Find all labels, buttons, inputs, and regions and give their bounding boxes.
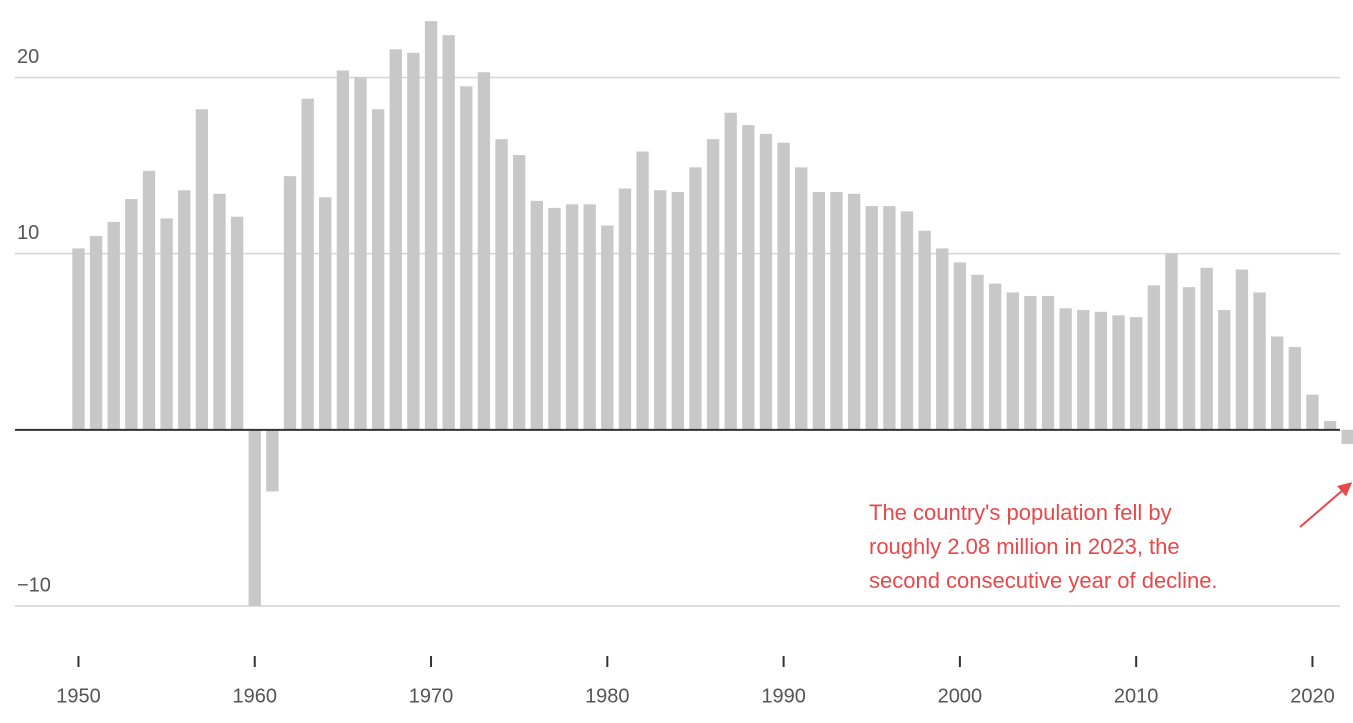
bar <box>971 274 984 430</box>
bar <box>89 236 103 430</box>
x-tick-label: 2010 <box>1114 685 1159 707</box>
bar <box>125 199 138 430</box>
bar <box>742 125 755 430</box>
bar <box>830 192 843 430</box>
x-tick-label: 2000 <box>938 685 983 707</box>
bar <box>565 204 579 430</box>
bar <box>1165 253 1178 430</box>
bar <box>918 230 931 430</box>
bar <box>618 188 632 430</box>
bar <box>548 207 561 430</box>
bar <box>477 72 491 430</box>
bar <box>530 200 543 430</box>
bar <box>812 192 826 430</box>
bar <box>513 155 526 430</box>
bar <box>1112 315 1125 430</box>
bar <box>583 204 596 430</box>
bar <box>107 221 120 430</box>
bar <box>495 139 508 430</box>
bar <box>371 109 385 430</box>
bars <box>72 21 1353 606</box>
bar <box>706 139 720 430</box>
bar <box>1094 311 1108 430</box>
bar <box>336 70 350 430</box>
bar <box>72 248 85 430</box>
x-tick-label: 1970 <box>409 685 454 707</box>
bar <box>160 218 173 430</box>
bar <box>883 206 896 430</box>
annotation-line: second consecutive year of decline. <box>869 568 1218 593</box>
bar <box>213 193 226 430</box>
bar <box>777 142 790 430</box>
bar <box>319 197 332 430</box>
bar <box>1218 310 1231 430</box>
bar <box>1024 295 1037 430</box>
bar <box>1182 287 1196 430</box>
bar <box>865 206 878 430</box>
x-tick-label: 2020 <box>1290 685 1335 707</box>
bar <box>230 216 244 430</box>
bar <box>301 98 314 430</box>
bar <box>636 151 649 430</box>
bar <box>1271 336 1284 430</box>
bar <box>689 167 702 430</box>
bar <box>601 225 614 430</box>
bar <box>900 211 914 430</box>
bar <box>724 112 737 430</box>
y-tick-label: 10 <box>17 222 39 244</box>
bar <box>1253 292 1266 430</box>
bar <box>953 262 967 430</box>
bar <box>654 190 667 430</box>
x-tick-label: 1950 <box>56 685 101 707</box>
x-tick-label: 1990 <box>761 685 806 707</box>
x-tick-label: 1960 <box>232 685 277 707</box>
bar <box>1235 269 1249 430</box>
annotation-line: The country's population fell by <box>869 500 1172 525</box>
bar <box>1006 292 1019 430</box>
bar <box>847 193 861 430</box>
bar <box>142 170 156 430</box>
bar <box>1341 429 1353 444</box>
bar <box>389 49 402 430</box>
y-tick-label: 20 <box>17 46 39 68</box>
annotation-line: roughly 2.08 million in 2023, the <box>869 534 1180 559</box>
bar <box>759 133 773 430</box>
bar <box>1288 347 1301 430</box>
axis: 1950 1960 1970 1980 1990 2000 2010 2020 <box>15 428 1340 707</box>
annotation-arrow <box>1299 482 1353 528</box>
bar <box>178 190 191 430</box>
bar <box>988 283 1002 430</box>
bar <box>671 192 684 430</box>
bar <box>1323 421 1337 430</box>
x-tick-label: 1980 <box>585 685 630 707</box>
bar <box>936 248 949 430</box>
bar <box>266 429 279 492</box>
bar <box>1130 317 1143 430</box>
bar <box>1147 285 1160 430</box>
bar <box>283 176 297 430</box>
bar <box>442 35 455 430</box>
bar <box>1059 308 1072 430</box>
bar <box>407 52 420 430</box>
bar <box>354 77 367 430</box>
bar <box>1200 267 1213 430</box>
bar <box>1306 394 1319 430</box>
bar <box>248 429 261 606</box>
y-tick-label: −10 <box>17 574 51 596</box>
bar <box>460 86 473 430</box>
bar <box>1077 310 1090 430</box>
bar <box>795 167 808 430</box>
bar <box>1041 295 1055 430</box>
annotation: The country's population fell by roughly … <box>869 500 1218 593</box>
bar <box>424 21 438 430</box>
bar <box>195 109 209 430</box>
